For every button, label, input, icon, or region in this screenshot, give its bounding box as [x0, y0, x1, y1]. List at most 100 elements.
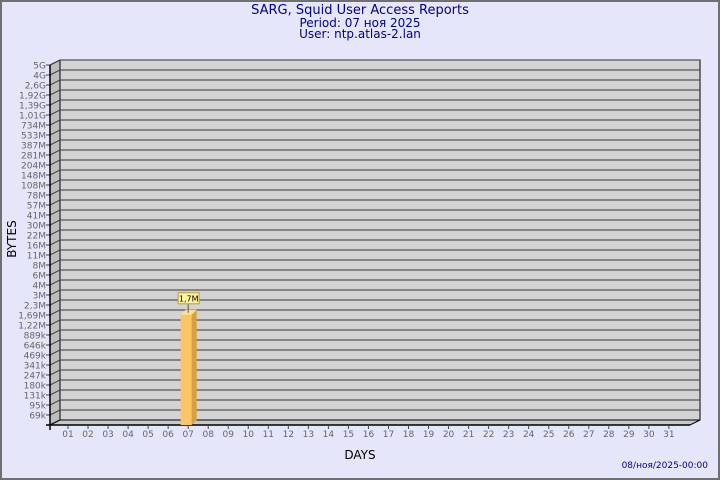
- gridline-wall: [49, 349, 61, 356]
- y-tick-label: 57M: [27, 202, 46, 212]
- x-tick-label: 26: [563, 430, 575, 440]
- gridline-wall: [49, 339, 61, 346]
- x-tick-label: 14: [323, 430, 335, 440]
- x-tick-label: 11: [263, 430, 274, 440]
- x-tick-label: 31: [663, 430, 674, 440]
- y-tick-label: 281M: [21, 152, 46, 162]
- gridline-wall: [49, 409, 61, 416]
- gridline-wall: [49, 139, 61, 146]
- x-tick-label: 30: [643, 430, 655, 440]
- x-tick-label: 17: [383, 430, 394, 440]
- x-tick-label: 20: [443, 430, 455, 440]
- y-tick-label: 889k: [24, 332, 47, 342]
- y-tick-label: 533M: [21, 132, 46, 142]
- y-tick-label: 469k: [24, 352, 47, 362]
- chart-period: Period: 07 ноя 2025: [299, 16, 421, 30]
- data-label-box: [177, 292, 200, 305]
- x-tick-label: 05: [142, 430, 153, 440]
- y-tick-label: 95k: [29, 402, 46, 412]
- x-tick-label: 03: [102, 430, 113, 440]
- y-tick-label: 247k: [24, 372, 47, 382]
- gridline-wall: [49, 359, 61, 366]
- gridline-wall: [49, 129, 61, 136]
- gridline-wall: [49, 389, 61, 396]
- y-tick-label: 734M: [21, 122, 46, 132]
- x-tick-label: 18: [403, 430, 415, 440]
- chart-user: User: ntp.atlas-2.lan: [299, 27, 421, 41]
- gridline-wall: [49, 89, 61, 96]
- x-tick-label: 21: [463, 430, 474, 440]
- gridline-wall: [49, 189, 61, 196]
- x-axis-label: DAYS: [344, 448, 376, 462]
- gridline-wall: [49, 149, 61, 156]
- gridline-wall: [49, 219, 61, 226]
- x-tick-label: 29: [623, 430, 635, 440]
- x-tick-label: 24: [523, 430, 535, 440]
- x-tick-label: 09: [223, 430, 235, 440]
- y-tick-label: 2,6G: [25, 82, 46, 92]
- gridline-wall: [49, 179, 61, 186]
- x-tick-label: 25: [543, 430, 554, 440]
- y-tick-label: 341k: [24, 362, 47, 372]
- gridline-wall: [49, 109, 61, 116]
- bar-side: [191, 309, 197, 425]
- y-tick-label: 78M: [27, 192, 46, 202]
- gridline-wall: [49, 239, 61, 246]
- bar-front: [180, 314, 192, 425]
- gridline-wall: [49, 69, 61, 76]
- y-tick-label: 11M: [27, 252, 46, 262]
- y-tick-label: 30M: [27, 222, 46, 232]
- gridline-wall: [49, 289, 61, 296]
- gridline-wall: [49, 369, 61, 376]
- y-tick-label: 3M: [33, 292, 47, 302]
- y-tick-label: 16M: [27, 242, 46, 252]
- gridline-wall: [49, 399, 61, 406]
- y-tick-label: 6M: [33, 272, 47, 282]
- data-label: 1,7M: [179, 294, 199, 303]
- gridline-wall: [49, 259, 61, 266]
- gridline-wall: [49, 159, 61, 166]
- gridline-wall: [49, 329, 61, 336]
- chart-title: SARG, Squid User Access Reports: [251, 3, 469, 18]
- y-tick-label: 8M: [33, 262, 47, 272]
- y-tick-label: 180k: [24, 382, 47, 392]
- x-tick-label: 08: [202, 430, 214, 440]
- y-tick-label: 69k: [29, 412, 46, 422]
- gridline-wall: [49, 379, 61, 386]
- gridline-wall: [49, 229, 61, 236]
- y-tick-label: 131k: [24, 392, 47, 402]
- gridline-wall: [49, 199, 61, 206]
- x-tick-label: 04: [122, 430, 134, 440]
- y-tick-label: 148M: [21, 172, 46, 182]
- y-tick-label: 646k: [24, 342, 47, 352]
- x-tick-label: 10: [243, 430, 255, 440]
- x-tick-label: 19: [423, 430, 435, 440]
- x-tick-label: 06: [162, 430, 174, 440]
- x-tick-label: 02: [82, 430, 93, 440]
- gridline-wall: [49, 169, 61, 176]
- y-tick-label: 387M: [21, 142, 46, 152]
- y-tick-label: 1,01G: [19, 112, 46, 122]
- gridline-wall: [49, 119, 61, 126]
- y-tick-label: 2,3M: [24, 302, 46, 312]
- x-tick-label: 13: [303, 430, 314, 440]
- x-tick-label: 22: [483, 430, 494, 440]
- y-tick-label: 5G: [33, 62, 46, 72]
- gridline-wall: [49, 309, 61, 316]
- y-tick-label: 1,92G: [19, 92, 46, 102]
- gridline-wall: [49, 269, 61, 276]
- y-tick-label: 4M: [33, 282, 47, 292]
- gridline-wall: [49, 99, 61, 106]
- x-tick-label: 15: [343, 430, 354, 440]
- y-tick-label: 204M: [21, 162, 46, 172]
- x-tick-label: 23: [503, 430, 514, 440]
- x-tick-label: 16: [363, 430, 375, 440]
- y-tick-label: 22M: [27, 232, 46, 242]
- y-tick-label: 1,69M: [18, 312, 46, 322]
- gridline-wall: [49, 209, 61, 216]
- gridline-wall: [49, 299, 61, 306]
- x-tick-label: 07: [182, 430, 193, 440]
- x-tick-label: 01: [62, 430, 73, 440]
